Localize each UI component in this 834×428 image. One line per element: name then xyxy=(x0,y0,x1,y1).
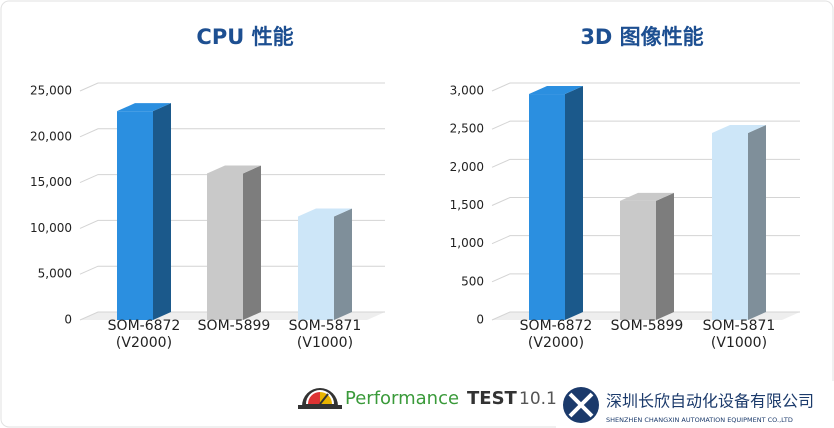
x-tick-label: SOM-5899 xyxy=(197,318,271,334)
company-badge xyxy=(556,381,834,428)
brand-performance: Performance xyxy=(345,388,459,409)
y-tick-label: 10,000 xyxy=(30,221,72,235)
bar-top xyxy=(529,86,583,95)
bar xyxy=(620,200,656,320)
bar-side xyxy=(243,165,261,320)
grid-line xyxy=(79,128,385,138)
x-tick-label: SOM-5871 (V1000) xyxy=(288,318,362,351)
x-tick-label: SOM-6872 (V2000) xyxy=(107,318,181,351)
bar-side xyxy=(334,208,352,320)
grid-line xyxy=(79,219,385,229)
y-tick-label: 2,000 xyxy=(450,160,484,174)
bar-top xyxy=(298,208,352,217)
y-tick-label: 1,000 xyxy=(450,236,484,250)
y-tick-label: 500 xyxy=(461,274,484,288)
bar xyxy=(529,94,565,320)
bar-top xyxy=(117,103,171,112)
company-name-en: SHENZHEN CHANGXIN AUTOMATION EQUIPMENT C… xyxy=(606,416,793,424)
grid-line xyxy=(79,174,385,184)
y-tick-label: 3,000 xyxy=(450,84,484,98)
bar-side xyxy=(565,86,583,320)
brand-version: 10.1 xyxy=(519,389,557,409)
bar-side xyxy=(656,192,674,320)
y-tick-label: 15,000 xyxy=(30,175,72,189)
y-tick-label: 25,000 xyxy=(30,84,72,98)
grid-line xyxy=(491,235,800,245)
y-tick-label: 5,000 xyxy=(38,267,72,281)
bar-side xyxy=(748,124,766,320)
bar xyxy=(712,132,748,320)
company-name: 深圳长欣自动化设备有限公司 xyxy=(606,392,814,411)
y-tick-label: 2,500 xyxy=(450,122,484,136)
x-tick-label: SOM-5899 xyxy=(610,318,684,334)
bar xyxy=(117,111,153,320)
brand-test: TEST xyxy=(467,388,518,409)
grid-line xyxy=(491,273,800,283)
grid-line xyxy=(491,197,800,206)
y-tick-label: 1,500 xyxy=(450,198,484,212)
chart-title: 3D 图像性能 xyxy=(580,25,703,49)
x-tick-label: SOM-6872 (V2000) xyxy=(519,318,593,351)
gauge-icon xyxy=(298,388,342,409)
y-tick-label: 20,000 xyxy=(30,129,72,143)
chart-title: CPU 性能 xyxy=(196,25,293,49)
grid-line xyxy=(491,120,800,130)
grid-line xyxy=(79,82,385,92)
bar-side xyxy=(153,103,171,320)
y-tick-label: 0 xyxy=(64,313,72,327)
grid-line xyxy=(491,82,800,92)
bar-top xyxy=(712,124,766,133)
bar-top xyxy=(620,192,674,201)
grid-line xyxy=(491,158,800,168)
x-tick-label: SOM-5871 (V1000) xyxy=(702,318,776,351)
bar-top xyxy=(207,165,261,174)
grid-line xyxy=(491,311,800,321)
grid-line xyxy=(79,311,385,321)
company-logo xyxy=(563,387,599,423)
y-tick-label: 0 xyxy=(476,313,484,327)
bar xyxy=(207,173,243,320)
grid-line xyxy=(79,265,385,275)
bar xyxy=(298,216,334,320)
